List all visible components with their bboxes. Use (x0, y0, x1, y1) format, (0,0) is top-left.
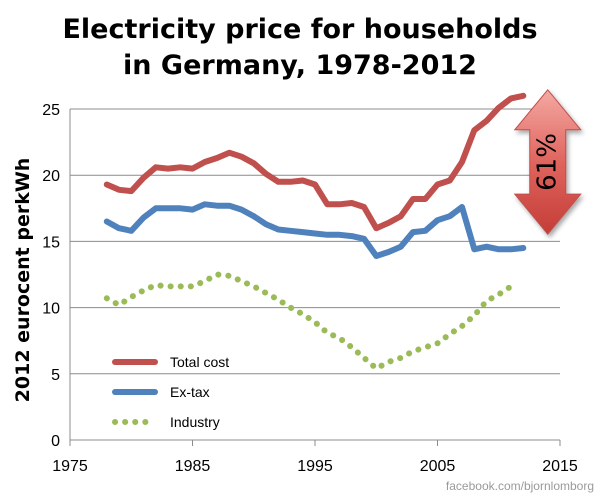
y-tick-label: 5 (51, 367, 60, 384)
y-tick-label: 10 (42, 301, 60, 318)
legend-label: Total cost (170, 354, 229, 370)
series (103, 92, 527, 372)
y-tick-label: 20 (42, 168, 60, 185)
chart-title-line2: in Germany, 1978-2012 (123, 50, 477, 81)
legend-label: Ex-tax (170, 384, 210, 400)
legend: Total cost Ex-tax Industry (112, 354, 229, 430)
increase-arrow (513, 88, 582, 235)
y-tick-label: 15 (42, 234, 60, 251)
chart-title: Electricity price for households in Germ… (0, 12, 600, 84)
chart-title-line1: Electricity price for households (62, 14, 538, 45)
credit-text: facebook.com/bjornlomborg (445, 479, 594, 493)
axes: 0 5 10 15 20 25 1975 1985 1995 2005 2015 (42, 102, 578, 475)
increase-percentage-label: 61% (533, 133, 563, 191)
y-tick-label: 25 (42, 102, 60, 119)
x-tick-label: 2015 (542, 458, 578, 475)
annotation: 61% (513, 88, 582, 235)
y-tick-label: 0 (51, 433, 60, 450)
legend-label: Industry (170, 414, 220, 430)
x-tick-label: 1995 (297, 458, 333, 475)
series-line-ex-tax (103, 201, 527, 259)
x-tick-label: 2005 (420, 458, 456, 475)
x-tick-label: 1975 (52, 458, 88, 475)
series-line-total-cost (103, 92, 527, 232)
series-line-industry (103, 271, 514, 372)
x-tick-label: 1985 (175, 458, 211, 475)
grid (70, 108, 560, 375)
